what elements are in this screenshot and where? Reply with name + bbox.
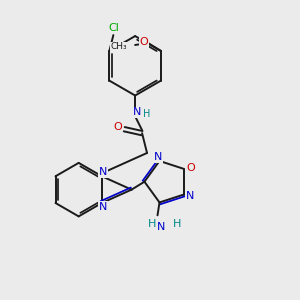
Text: N: N [133, 107, 141, 117]
Text: O: O [186, 163, 195, 173]
Text: N: N [99, 167, 107, 177]
Text: N: N [154, 152, 163, 162]
Text: O: O [140, 37, 148, 47]
Text: O: O [113, 122, 122, 132]
Text: CH₃: CH₃ [111, 43, 127, 52]
Text: N: N [186, 190, 194, 200]
Text: N: N [157, 222, 166, 232]
Text: H: H [148, 219, 157, 229]
Text: H: H [143, 109, 151, 119]
Text: H: H [172, 219, 181, 229]
Text: N: N [99, 202, 107, 212]
Text: Cl: Cl [108, 23, 119, 33]
